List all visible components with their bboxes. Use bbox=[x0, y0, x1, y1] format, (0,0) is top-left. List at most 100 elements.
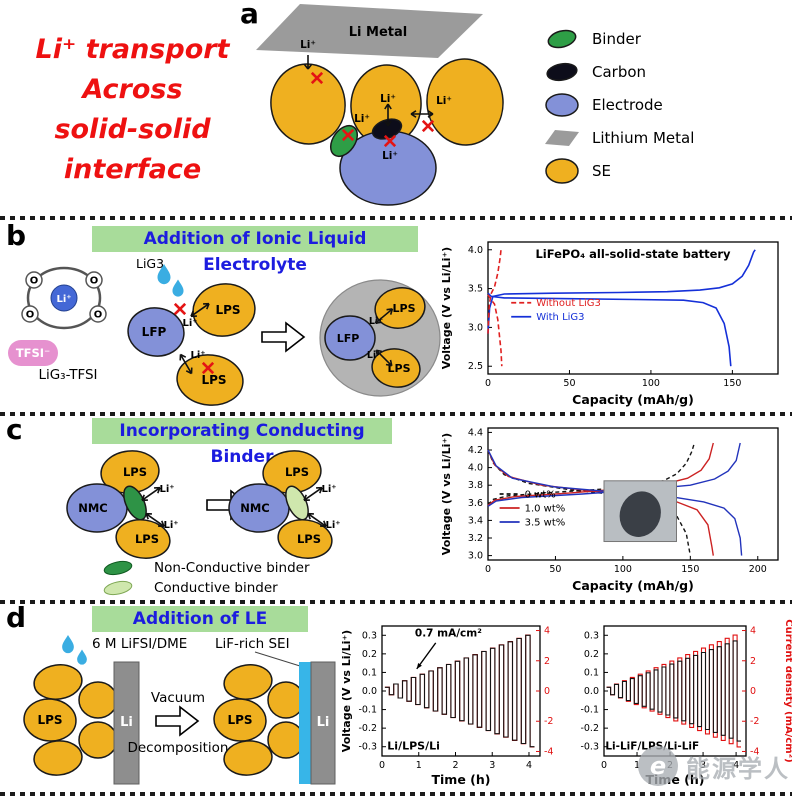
panel-c-diagram: LPS NMC LPS Li⁺ Li⁺ LPS NMC LPS Li⁺ Li⁺ bbox=[66, 450, 341, 559]
y-tick-label: 4.0 bbox=[468, 463, 483, 474]
lps-particle bbox=[277, 519, 333, 559]
lfp-particle bbox=[127, 307, 185, 357]
lps-label: LPS bbox=[215, 303, 240, 317]
nmc-label: NMC bbox=[240, 501, 270, 515]
legend-label: Carbon bbox=[592, 62, 647, 81]
y-tick-label: 0.3 bbox=[362, 630, 377, 641]
li-ion-label: Li⁺ bbox=[190, 350, 205, 361]
li-ion-core bbox=[50, 284, 78, 312]
y-tick-label: -0.1 bbox=[580, 705, 599, 716]
panel-b-title: Addition of Ionic Liquid Electrolyte bbox=[92, 226, 418, 275]
y-tick-label: 0.0 bbox=[362, 686, 377, 697]
chart-annotation: 0.7 mA/cm² bbox=[415, 627, 482, 639]
x-tick-label: 0 bbox=[601, 760, 607, 771]
nonconductive-binder-icon bbox=[103, 560, 133, 576]
panel-a-diagram: Li Metal Li⁺ Li⁺ Li⁺ Li⁺ Li⁺ bbox=[256, 4, 504, 206]
x-tick-label: 0 bbox=[485, 564, 491, 575]
vacuum-label: Vacuum bbox=[151, 690, 205, 706]
y-tick-label: 0.2 bbox=[362, 649, 377, 660]
lithium-metal-legend-icon bbox=[545, 129, 579, 146]
lps-particle bbox=[176, 354, 244, 406]
lps-particle bbox=[223, 740, 273, 776]
y2-tick-label: 4 bbox=[750, 626, 756, 637]
x-axis-label: Capacity (mAh/g) bbox=[572, 578, 694, 593]
decomposition-label: Decomposition bbox=[127, 740, 228, 756]
oxygen-label: O bbox=[26, 310, 35, 321]
legend-item-binder: Binder bbox=[542, 22, 694, 55]
y-tick-label: 4.4 bbox=[468, 427, 483, 438]
lps-label: LPS bbox=[135, 532, 159, 546]
y-tick-label: 0.0 bbox=[584, 686, 599, 697]
droplet-label: LiG3 bbox=[136, 256, 164, 271]
panel-a-label: a bbox=[240, 0, 259, 30]
oxygen-atom bbox=[21, 305, 39, 323]
y2-tick-label: 4 bbox=[544, 626, 550, 637]
lps-label: LPS bbox=[393, 302, 416, 315]
series-line bbox=[487, 294, 503, 367]
li-ion-label: Li⁺ bbox=[159, 484, 174, 495]
panel-d-title: Addition of LE bbox=[92, 606, 308, 632]
y-tick-label: -0.2 bbox=[358, 723, 377, 734]
li-transport-arrow-icon bbox=[374, 308, 394, 324]
li-transport-arrow-icon bbox=[190, 302, 210, 318]
panel-divider bbox=[0, 216, 792, 220]
lps-label: LPS bbox=[201, 373, 226, 387]
y2-tick-label: -4 bbox=[750, 746, 759, 757]
x-tick-label: 4 bbox=[733, 760, 739, 771]
y-tick-label: 3.6 bbox=[468, 498, 483, 509]
y-tick-label: 0.3 bbox=[584, 630, 599, 641]
chart-li-lps-li: 0 1 2 3 4 -0.3 -0.2 -0.1 0.0 0.1 0.2 0.3 -4 -2 0 2 4 0.7 … bbox=[340, 625, 553, 787]
lfp-label: LFP bbox=[142, 325, 167, 339]
chart-title: LiFePO₄ all-solid-state battery bbox=[535, 247, 731, 261]
y2-tick-label: 2 bbox=[750, 656, 756, 667]
li-ion-label: Li⁺ bbox=[182, 318, 197, 329]
legend-label: 0 wt% bbox=[525, 490, 556, 501]
droplet-icon bbox=[157, 264, 171, 285]
lps-particle bbox=[374, 287, 426, 329]
y2-tick-label: 0 bbox=[750, 686, 756, 697]
chart-binder-content: 0 50 100 150 200 3.0 3.2 3.4 3.6 3.8 4.0 4.2 4.4 0 wt… bbox=[440, 427, 779, 593]
y2-axis-label: Current density (mA/cm²) bbox=[783, 619, 792, 762]
blocked-transport-icon bbox=[341, 128, 355, 142]
oxygen-label: O bbox=[30, 276, 39, 287]
y-tick-label: -0.3 bbox=[358, 742, 377, 753]
panel-a-legend: Binder Carbon Electrode Lithium Metal SE bbox=[542, 22, 694, 187]
x-tick-label: 50 bbox=[563, 378, 575, 389]
legend-item-lithium-metal: Lithium Metal bbox=[542, 121, 694, 154]
legend-item-electrode: Electrode bbox=[542, 88, 694, 121]
droplet-icon bbox=[62, 635, 74, 654]
lps-particle bbox=[267, 721, 305, 759]
li-metal-slab bbox=[256, 4, 483, 58]
headline-line-1: Li⁺ transport bbox=[35, 34, 230, 65]
y-tick-label: 4.0 bbox=[468, 245, 483, 256]
y-tick-label: 3.2 bbox=[468, 533, 483, 544]
li-ion-label: Li⁺ bbox=[380, 93, 396, 105]
y-axis-label: Voltage (V vs Li/Li⁺) bbox=[340, 630, 353, 752]
li-ion-label: Li⁺ bbox=[436, 95, 452, 107]
li-ion-label: Li⁺ bbox=[321, 484, 336, 495]
se-legend-icon bbox=[545, 157, 579, 184]
lig3-tfsi-molecule: O O O O Li⁺ TFSI⁻ LiG₃-TFSI bbox=[8, 266, 107, 383]
x-tick-label: 50 bbox=[549, 564, 561, 575]
legend-label: Lithium Metal bbox=[592, 128, 695, 147]
panel-b-diagram: LiG3 LFP LPS LPS Li⁺ Li⁺ LPS LFP LPS Li⁺… bbox=[127, 256, 441, 406]
li-label: Li bbox=[317, 715, 330, 730]
x-tick-label: 1 bbox=[634, 760, 640, 771]
headline-line-2: Across bbox=[82, 74, 183, 105]
molecule-caption: LiG₃-TFSI bbox=[38, 367, 97, 383]
y-axis-label: Voltage (V vs Li/Li⁺) bbox=[440, 247, 453, 369]
process-arrow bbox=[155, 705, 200, 737]
li-ion-label: Li⁺ bbox=[163, 520, 178, 531]
legend-label: Without LiG3 bbox=[536, 298, 601, 309]
watermark: e 能源学人 bbox=[638, 746, 790, 786]
plot-frame bbox=[603, 625, 747, 757]
conductive-binder-icon bbox=[103, 580, 133, 596]
panel-divider bbox=[0, 792, 792, 796]
x-tick-label: 4 bbox=[526, 760, 532, 771]
droplet-icon bbox=[77, 649, 87, 665]
y-tick-label: -0.2 bbox=[580, 723, 599, 734]
headline-line-3: solid-solid bbox=[54, 114, 211, 145]
oxygen-atom bbox=[25, 271, 43, 289]
series-line bbox=[487, 442, 696, 506]
blocked-transport-icon bbox=[201, 361, 215, 375]
